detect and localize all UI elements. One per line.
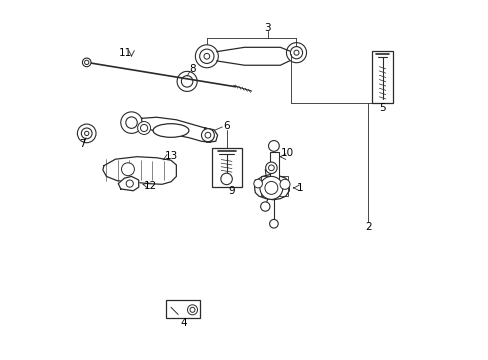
Circle shape [264, 181, 277, 194]
Text: 10: 10 [281, 148, 293, 158]
Circle shape [204, 132, 210, 138]
Circle shape [199, 49, 214, 63]
Circle shape [201, 129, 214, 141]
Circle shape [84, 60, 89, 64]
Circle shape [77, 124, 96, 143]
Text: 7: 7 [79, 139, 85, 149]
Circle shape [126, 180, 133, 187]
Circle shape [84, 131, 89, 135]
Polygon shape [102, 157, 176, 184]
Text: 12: 12 [143, 181, 157, 192]
Text: 3: 3 [264, 23, 270, 33]
Circle shape [221, 173, 232, 185]
Circle shape [290, 46, 302, 59]
Circle shape [260, 202, 269, 211]
Polygon shape [118, 176, 139, 191]
Text: 9: 9 [228, 186, 235, 197]
Text: 13: 13 [164, 151, 177, 161]
Text: 6: 6 [223, 121, 229, 131]
Text: 8: 8 [189, 64, 195, 74]
Circle shape [82, 58, 91, 67]
Bar [260, 176, 287, 196]
Circle shape [121, 112, 142, 134]
Polygon shape [254, 175, 289, 200]
Text: 4: 4 [180, 319, 186, 328]
Bar [371, 51, 392, 103]
Circle shape [265, 162, 277, 174]
Circle shape [190, 307, 195, 312]
Text: 1: 1 [296, 183, 303, 193]
Polygon shape [217, 47, 289, 65]
Bar [165, 300, 199, 318]
Text: 11: 11 [119, 48, 132, 58]
Circle shape [187, 305, 197, 315]
Circle shape [280, 179, 289, 189]
Circle shape [203, 53, 209, 59]
Text: 2: 2 [364, 222, 371, 231]
Circle shape [268, 140, 279, 151]
Circle shape [260, 176, 282, 199]
Circle shape [195, 45, 218, 68]
Circle shape [286, 42, 306, 63]
Circle shape [268, 165, 274, 171]
Circle shape [121, 163, 134, 176]
Bar [211, 148, 242, 187]
Circle shape [177, 71, 197, 91]
Circle shape [125, 117, 137, 129]
Text: 5: 5 [379, 103, 385, 113]
Ellipse shape [153, 124, 188, 137]
Circle shape [81, 128, 92, 139]
Circle shape [137, 122, 150, 134]
Circle shape [253, 179, 262, 188]
Polygon shape [142, 117, 214, 142]
Bar [269, 152, 278, 195]
Circle shape [269, 220, 278, 228]
Circle shape [140, 125, 147, 132]
Polygon shape [203, 128, 217, 142]
Circle shape [293, 50, 298, 55]
Circle shape [181, 76, 192, 87]
